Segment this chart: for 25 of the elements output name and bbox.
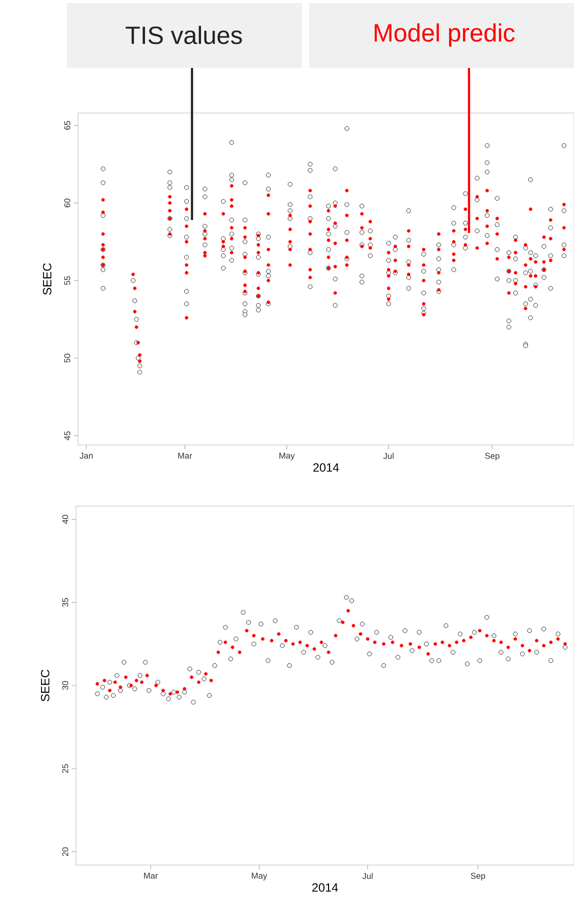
x-tick-label: Jul [383,452,394,459]
x-tick-label: Sep [485,452,500,460]
y-tick-label: 40 [62,514,68,524]
y-tick-label: 35 [62,598,68,607]
y-tick-label: 55 [64,276,70,285]
y-tick-label: 30 [62,681,68,690]
x-tick-label: Sep [470,872,486,880]
y-tick-label: 60 [64,198,70,208]
y-tick-label: 25 [62,764,68,773]
x-tick-label: Mar [178,452,192,459]
y-tick-label: 65 [64,121,70,130]
y-tick-label: 45 [64,431,70,440]
x-axis-title: 2014 [313,463,339,472]
text: TIS values [126,26,242,44]
text: Model predic [374,23,515,47]
x-tick-label: Jan [80,452,93,459]
y-axis-title: SEEC [42,263,52,295]
x-tick-label: May [279,452,295,460]
y-axis-title: SEEC [40,670,50,702]
x-tick-label: Jul [362,872,373,879]
x-axis-title: 2014 [312,883,338,892]
x-tick-label: Mar [144,872,158,879]
y-tick-label: 50 [64,354,70,362]
x-tick-label: May [252,872,268,880]
y-tick-label: 20 [62,847,68,856]
